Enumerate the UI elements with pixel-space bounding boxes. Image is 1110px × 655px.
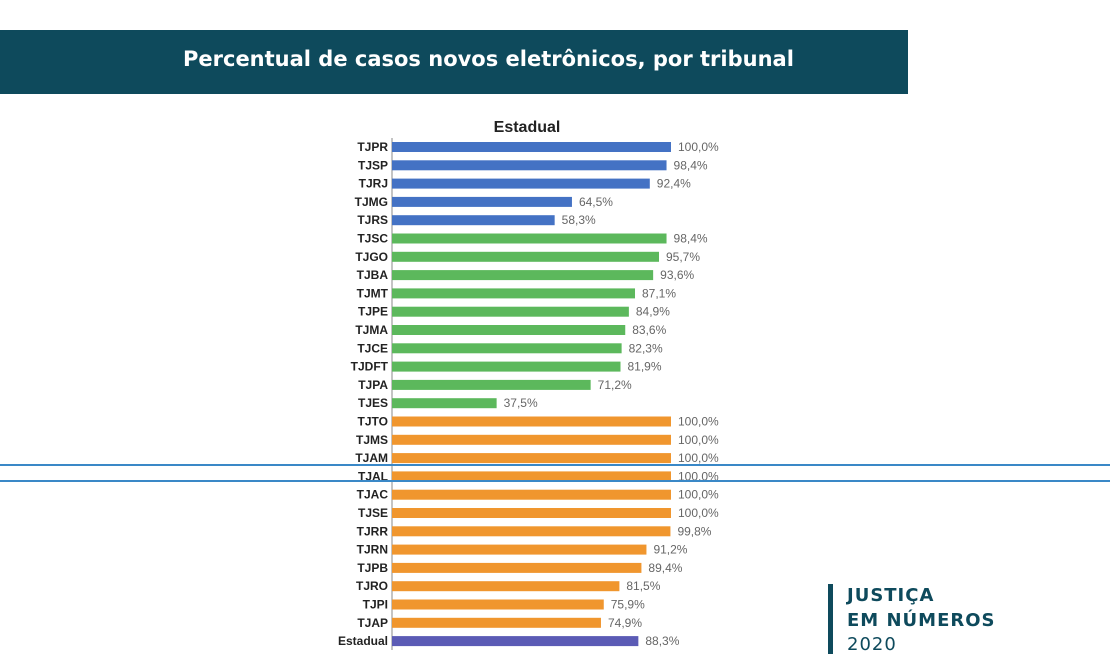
- category-label-tjce: TJCE: [357, 341, 388, 355]
- category-label-tjro: TJRO: [356, 579, 388, 593]
- bar-tjpe: [392, 306, 629, 317]
- category-label-tjsp: TJSP: [358, 158, 388, 172]
- bar-tjpb: [392, 562, 642, 573]
- category-label-tjpe: TJPE: [358, 305, 388, 319]
- value-label-estadual: 88,3%: [645, 634, 679, 648]
- bar-tjrs: [392, 215, 555, 226]
- value-label-tjdft: 81,9%: [628, 360, 662, 374]
- category-label-tjrs: TJRS: [357, 213, 388, 227]
- bar-tjgo: [392, 251, 660, 262]
- bar-tjam: [392, 453, 671, 464]
- value-label-tjgo: 95,7%: [666, 250, 700, 264]
- category-label-tjpr: TJPR: [357, 140, 388, 154]
- value-label-tjsc: 98,4%: [674, 232, 708, 246]
- category-label-tjmg: TJMG: [355, 195, 388, 209]
- highlight-line-bottom: [0, 480, 1110, 482]
- category-label-tjpi: TJPI: [363, 598, 388, 612]
- value-label-tjpb: 89,4%: [648, 561, 682, 575]
- category-label-tjgo: TJGO: [355, 250, 388, 264]
- title-banner: [0, 30, 908, 94]
- bar-tjmt: [392, 288, 636, 299]
- chart-title: Estadual: [494, 119, 561, 136]
- value-label-tjrs: 58,3%: [562, 213, 596, 227]
- value-label-tjse: 100,0%: [678, 506, 719, 520]
- category-label-tjrj: TJRJ: [359, 177, 388, 191]
- bar-tjrr: [392, 526, 671, 537]
- bar-tjrj: [392, 178, 650, 189]
- category-label-tjto: TJTO: [358, 415, 388, 429]
- value-label-tjac: 100,0%: [678, 488, 719, 502]
- value-label-tjro: 81,5%: [626, 579, 660, 593]
- category-label-tjrr: TJRR: [357, 524, 389, 538]
- category-label-tjsc: TJSC: [357, 232, 388, 246]
- bar-tjdft: [392, 361, 621, 372]
- value-label-tjam: 100,0%: [678, 451, 719, 465]
- category-label-tjba: TJBA: [357, 268, 389, 282]
- highlight-line-top: [0, 464, 1110, 466]
- category-label-tjse: TJSE: [358, 506, 388, 520]
- value-label-tjba: 93,6%: [660, 268, 694, 282]
- value-label-tjmg: 64,5%: [579, 195, 613, 209]
- brand-line-1: JUSTIÇA: [847, 585, 935, 606]
- category-label-tjma: TJMA: [355, 323, 388, 337]
- category-label-tjms: TJMS: [356, 433, 388, 447]
- value-label-tjrr: 99,8%: [677, 524, 711, 538]
- category-label-tjdft: TJDFT: [351, 360, 389, 374]
- brand-line-2: EM NÚMEROS: [847, 610, 996, 631]
- value-label-tjrn: 91,2%: [653, 543, 687, 557]
- value-label-tjma: 83,6%: [632, 323, 666, 337]
- bar-tjpa: [392, 379, 591, 390]
- bar-tjrn: [392, 544, 647, 555]
- category-label-tjal: TJAL: [358, 469, 388, 483]
- category-label-tjes: TJES: [358, 396, 388, 410]
- category-label-tjap: TJAP: [357, 616, 388, 630]
- category-label-tjac: TJAC: [357, 488, 389, 502]
- bar-tjsc: [392, 233, 667, 244]
- bar-tjac: [392, 489, 671, 500]
- category-label-tjpa: TJPA: [358, 378, 388, 392]
- bar-tjpr: [392, 142, 671, 152]
- category-label-tjrn: TJRN: [357, 543, 388, 557]
- bar-tjce: [392, 343, 622, 354]
- page-title: Percentual de casos novos eletrônicos, p…: [183, 47, 794, 71]
- bar-tjsp: [392, 160, 667, 171]
- value-label-tjpa: 71,2%: [598, 378, 632, 392]
- value-label-tjmt: 87,1%: [642, 286, 676, 300]
- bar-tjba: [392, 270, 654, 281]
- bar-tjto: [392, 416, 671, 427]
- value-label-tjap: 74,9%: [608, 616, 642, 630]
- bar-tjmg: [392, 196, 572, 207]
- bar-tjal: [392, 471, 671, 482]
- brand-bar: [828, 584, 833, 654]
- bar-tjms: [392, 434, 671, 445]
- category-label-tjam: TJAM: [355, 451, 388, 465]
- bar-tjse: [392, 508, 671, 518]
- bar-tjes: [392, 398, 497, 409]
- value-label-tjes: 37,5%: [504, 396, 538, 410]
- bar-estadual: [392, 636, 639, 647]
- bar-tjpi: [392, 599, 604, 610]
- value-label-tjpi: 75,9%: [611, 598, 645, 612]
- value-label-tjsp: 98,4%: [674, 158, 708, 172]
- category-label-estadual: Estadual: [338, 634, 388, 648]
- bar-tjma: [392, 325, 626, 335]
- bar-tjap: [392, 617, 601, 628]
- category-label-tjmt: TJMT: [357, 286, 389, 300]
- value-label-tjto: 100,0%: [678, 415, 719, 429]
- category-label-tjpb: TJPB: [357, 561, 388, 575]
- value-label-tjpr: 100,0%: [678, 140, 719, 154]
- value-label-tjce: 82,3%: [629, 341, 663, 355]
- brand-line-3: 2020: [847, 634, 897, 655]
- value-label-tjal: 100,0%: [678, 469, 719, 483]
- value-label-tjrj: 92,4%: [657, 177, 691, 191]
- value-label-tjpe: 84,9%: [636, 305, 670, 319]
- value-label-tjms: 100,0%: [678, 433, 719, 447]
- bar-tjro: [392, 581, 620, 592]
